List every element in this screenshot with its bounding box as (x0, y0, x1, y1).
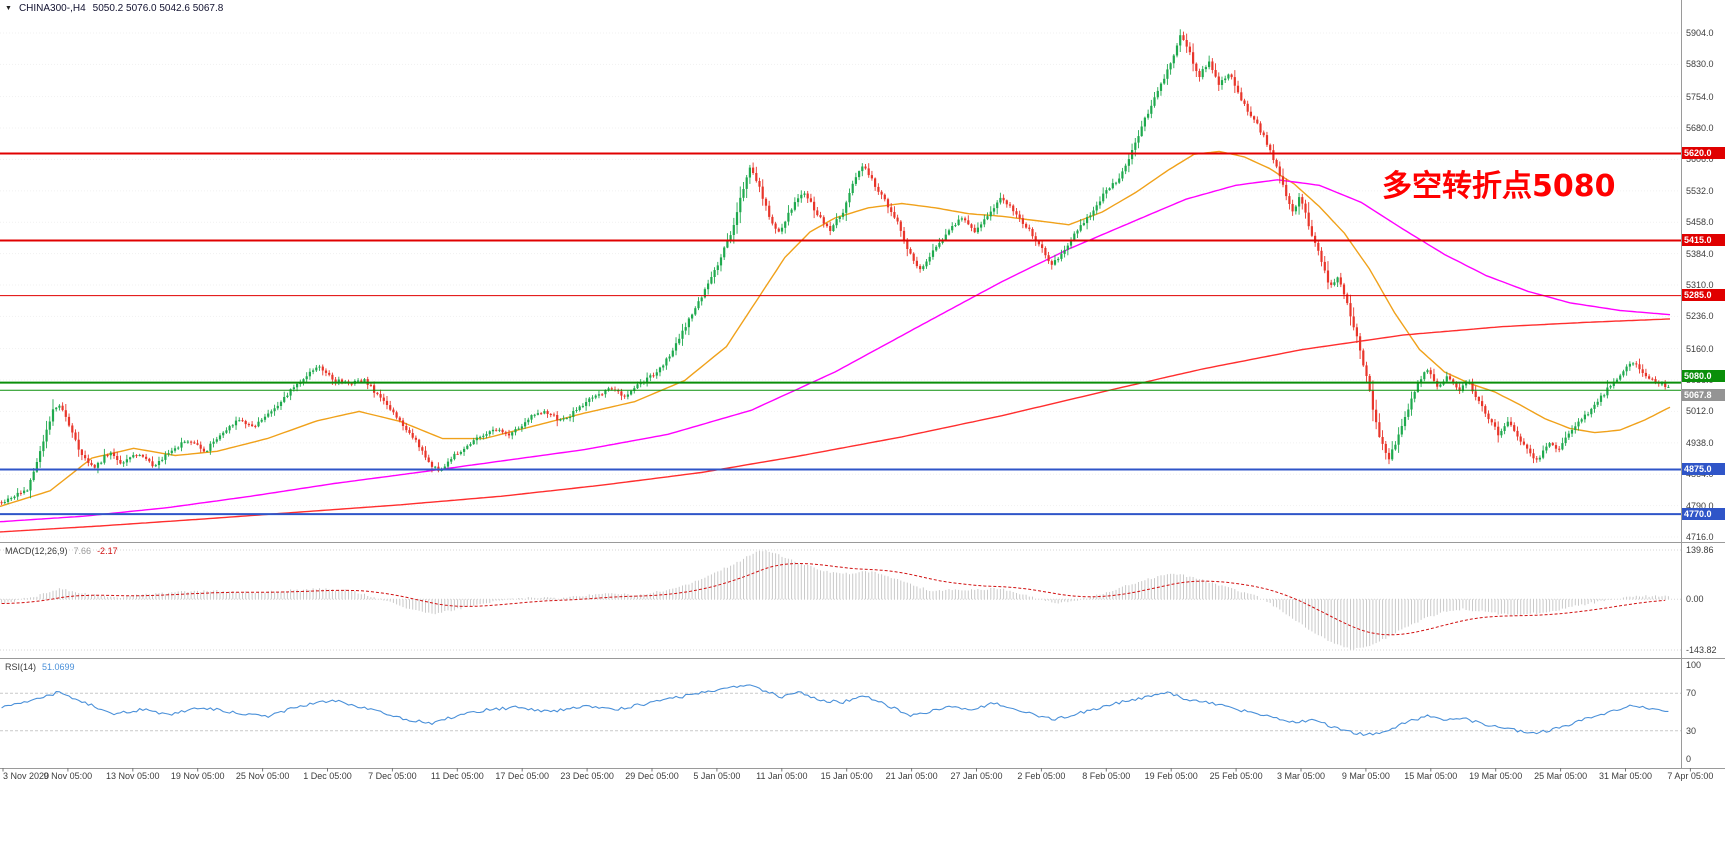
price-axis-label: 5160.0 (1686, 343, 1714, 354)
price-axis-label: 5830.0 (1686, 59, 1714, 70)
time-axis-label: 8 Feb 05:00 (1082, 771, 1131, 781)
time-axis-label: 11 Jan 05:00 (756, 771, 808, 781)
price-axis-label: 5012.0 (1686, 406, 1714, 417)
macd-signal-value: -2.17 (97, 546, 118, 556)
rsi-header: RSI(14) 51.0699 (5, 662, 75, 672)
price-axis-label: 5236.0 (1686, 311, 1714, 322)
annotation-text: 多空转折点5080 (1382, 169, 1616, 204)
time-axis-label: 25 Nov 05:00 (235, 771, 290, 781)
price-axis-label: 4938.0 (1686, 437, 1714, 448)
time-axis-label: 9 Nov 05:00 (43, 771, 93, 781)
price-axis-label: 5606.0 (1686, 154, 1714, 165)
time-axis-label: 17 Dec 05:00 (495, 771, 549, 781)
symbol-timeframe-label: CHINA300-,H4 (18, 3, 86, 14)
time-axis-label: 23 Dec 05:00 (560, 771, 614, 781)
rsi-axis-label: 100 (1686, 660, 1702, 670)
price-tag: 5415.0 (1682, 233, 1725, 246)
time-axis-label: 25 Mar 05:00 (1534, 771, 1588, 781)
time-axis-label: 21 Jan 05:00 (885, 771, 938, 781)
ohlc-values: 5050.2 5076.0 5042.6 5067.8 (92, 3, 224, 14)
time-axis-label: 13 Nov 05:00 (106, 771, 160, 781)
macd-label: MACD(12,26,9) (5, 546, 68, 556)
time-axis-label: 29 Dec 05:00 (625, 771, 679, 781)
time-axis-label: 31 Mar 05:00 (1598, 771, 1653, 781)
price-tag: 4875.0 (1682, 463, 1725, 476)
time-axis-label: 19 Nov 05:00 (170, 771, 225, 781)
symbol-dropdown-icon[interactable]: ▼ (5, 5, 12, 12)
macd-value: 7.66 (73, 546, 92, 556)
time-axis-label: 7 Apr 05:00 (1667, 771, 1714, 781)
symbol-info-bar: ▼ CHINA300-,H4 5050.2 5076.0 5042.6 5067… (5, 3, 223, 14)
macd-axis-label: 139.86 (1686, 544, 1714, 555)
time-axis-label: 9 Mar 05:00 (1341, 771, 1390, 781)
price-axis-label: 4716.0 (1686, 532, 1714, 542)
time-axis-label: 7 Dec 05:00 (368, 771, 417, 781)
price-axis-label: 5384.0 (1686, 248, 1714, 259)
rsi-axis-label: 0 (1686, 754, 1692, 764)
time-axis-label: 19 Feb 05:00 (1144, 771, 1198, 781)
macd-axis-label: 0.00 (1686, 593, 1704, 604)
time-axis-label: 5 Jan 05:00 (693, 771, 741, 781)
time-axis-label: 2 Feb 05:00 (1017, 771, 1066, 781)
time-axis-label: 3 Mar 05:00 (1276, 771, 1326, 781)
price-axis-label: 5310.0 (1686, 280, 1714, 290)
time-axis-label: 11 Dec 05:00 (430, 771, 484, 781)
rsi-label: RSI(14) (5, 662, 37, 672)
macd-axis-label: -143.82 (1686, 644, 1717, 655)
current-price-tag: 5067.8 (1682, 388, 1725, 401)
rsi-axis-label: 70 (1686, 688, 1697, 699)
price-axis-label: 4790.0 (1686, 500, 1714, 511)
time-axis-label: 15 Jan 05:00 (820, 771, 873, 781)
time-axis-label: 15 Mar 05:00 (1404, 771, 1458, 781)
rsi-axis-label: 30 (1686, 725, 1697, 736)
macd-header: MACD(12,26,9) 7.66 -2.17 (5, 546, 118, 556)
time-axis-label: 3 Nov 2020 (3, 771, 50, 781)
price-axis-label: 5532.0 (1686, 185, 1714, 196)
time-axis-label: 19 Mar 05:00 (1469, 771, 1523, 781)
price-tag: 5285.0 (1682, 289, 1725, 302)
price-axis-label: 5680.0 (1686, 123, 1714, 134)
price-axis-label: 5904.0 (1686, 28, 1714, 38)
price-tag: 5620.0 (1682, 146, 1725, 159)
rsi-value: 51.0699 (42, 662, 75, 672)
time-axis-label: 25 Feb 05:00 (1209, 771, 1263, 781)
time-axis-label: 1 Dec 05:00 (303, 771, 352, 781)
price-axis-label: 5458.0 (1686, 217, 1714, 228)
price-axis-label: 5754.0 (1686, 91, 1714, 102)
price-tag: 4770.0 (1682, 507, 1725, 520)
price-tag: 5080.0 (1682, 369, 1725, 382)
time-axis-label: 27 Jan 05:00 (950, 771, 1003, 781)
